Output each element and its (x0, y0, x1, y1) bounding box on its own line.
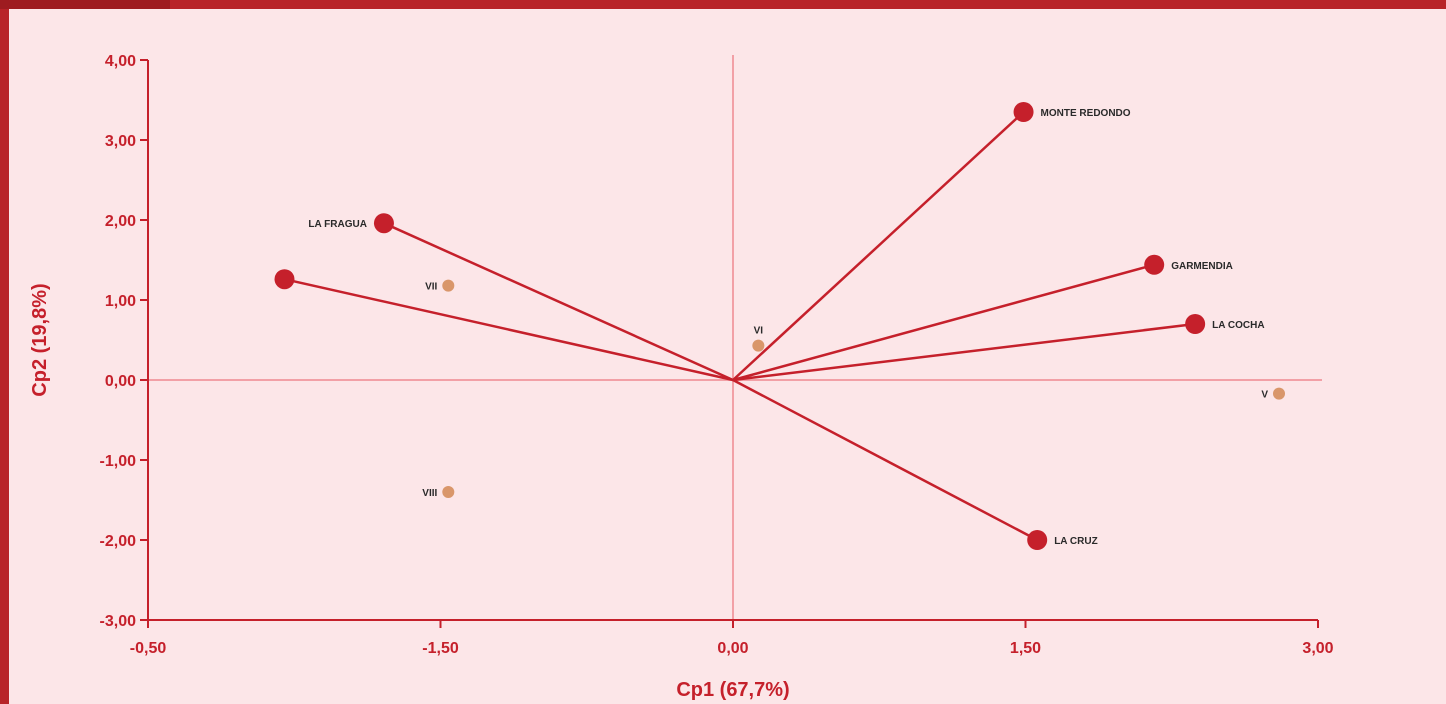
y-axis-title: Cp2 (19,8%) (29, 283, 51, 396)
observation-label: VII (425, 282, 437, 293)
points: VI VII V VIII (422, 279, 1285, 499)
vector-label: LA COCHA (1212, 320, 1264, 331)
vector-label: LA FRAGUA (308, 219, 367, 230)
vector-line (732, 322, 1196, 382)
x-tick-label: 0,00 (717, 640, 748, 657)
x-axis-title: Cp1 (67,7%) (676, 679, 789, 701)
vector-label: GARMENDIA (1171, 261, 1233, 272)
vector-endpoint (1027, 530, 1048, 550)
observation-label: VI (754, 326, 764, 337)
observation-point (752, 339, 765, 352)
observation-label: V (1261, 390, 1268, 401)
y-tick-label: -2,00 (100, 533, 137, 550)
vector-endpoint (1144, 254, 1165, 275)
y-tick-label: 1,00 (105, 293, 136, 310)
vector-endpoint (274, 269, 295, 290)
vector-endpoint (1185, 314, 1206, 334)
vector-line (383, 222, 734, 382)
vector-line (732, 263, 1155, 382)
y-tick-label: 0,00 (105, 373, 136, 390)
y-tick-label: -1,00 (100, 453, 137, 470)
vector-line (732, 378, 1038, 542)
x-tick-label: 1,50 (1010, 640, 1041, 657)
observation-label: VIII (422, 488, 437, 499)
vectors: MONTE REDONDO GARMENDIA LA COCHA LA CRUZ LA … (274, 102, 1265, 550)
observation-point (1273, 387, 1285, 400)
corner-tab (0, 0, 170, 9)
y-tick-label: 4,00 (105, 53, 136, 70)
y-tick-label: 2,00 (105, 213, 136, 230)
y-tick-label: 3,00 (105, 133, 136, 150)
axes: 4,00 3,00 2,00 1,00 0,00 -1,00 -2,00 -3,00 -0,50… (100, 53, 1334, 657)
vector-endpoint (1013, 102, 1034, 122)
vector-line (732, 111, 1025, 381)
vector-endpoint (373, 213, 394, 234)
observation-point (442, 486, 455, 498)
x-tick-label: 3,00 (1302, 640, 1333, 657)
vector-label: LA CRUZ (1054, 536, 1098, 547)
y-tick-label: -3,00 (100, 613, 137, 630)
vector-label: MONTE REDONDO (1041, 108, 1131, 119)
x-tick-label: -0,50 (130, 640, 167, 657)
reference-lines (148, 55, 1322, 620)
vector-line (284, 277, 734, 382)
x-tick-label: -1,50 (422, 640, 459, 657)
observation-point (442, 279, 455, 292)
